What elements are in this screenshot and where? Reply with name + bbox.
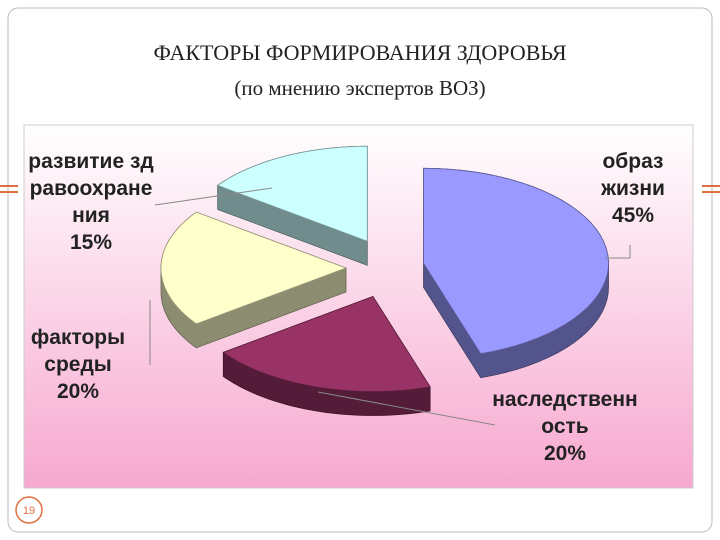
- leader-lines: [149, 187, 631, 426]
- leader-line: [154, 187, 273, 206]
- value-label: 45%: [611, 204, 655, 227]
- data-label: развитие здравоохранения 15%: [28, 148, 154, 256]
- pie: [160, 145, 609, 416]
- page-number-circle: [15, 496, 43, 524]
- title: ФАКТОРЫ ФОРМИРОВАНИЯ ЗДОРОВЬЯ: [153, 40, 567, 65]
- data-label: образ жизни 45%: [583, 148, 683, 229]
- category-label: образ жизни: [601, 150, 665, 200]
- page-number: 19: [23, 505, 35, 517]
- value-label: 15%: [69, 231, 113, 254]
- leader-line: [605, 245, 631, 259]
- category-label: факторы среды: [30, 326, 126, 376]
- category-label: наследственность: [492, 388, 638, 438]
- slice: [423, 167, 609, 355]
- value-label: 20%: [543, 442, 587, 465]
- category-label: развитие здравоохранения: [28, 150, 154, 227]
- slice: [216, 145, 368, 242]
- slice: [160, 211, 348, 325]
- leader-line: [317, 391, 496, 426]
- slice: [222, 296, 431, 392]
- data-label: факторы среды 20%: [18, 324, 138, 405]
- subtitle: (по мнению экспертов ВОЗ): [234, 76, 486, 100]
- slide-border: [7, 7, 713, 533]
- data-label: наследственность 20%: [490, 386, 640, 467]
- value-label: 20%: [56, 380, 100, 403]
